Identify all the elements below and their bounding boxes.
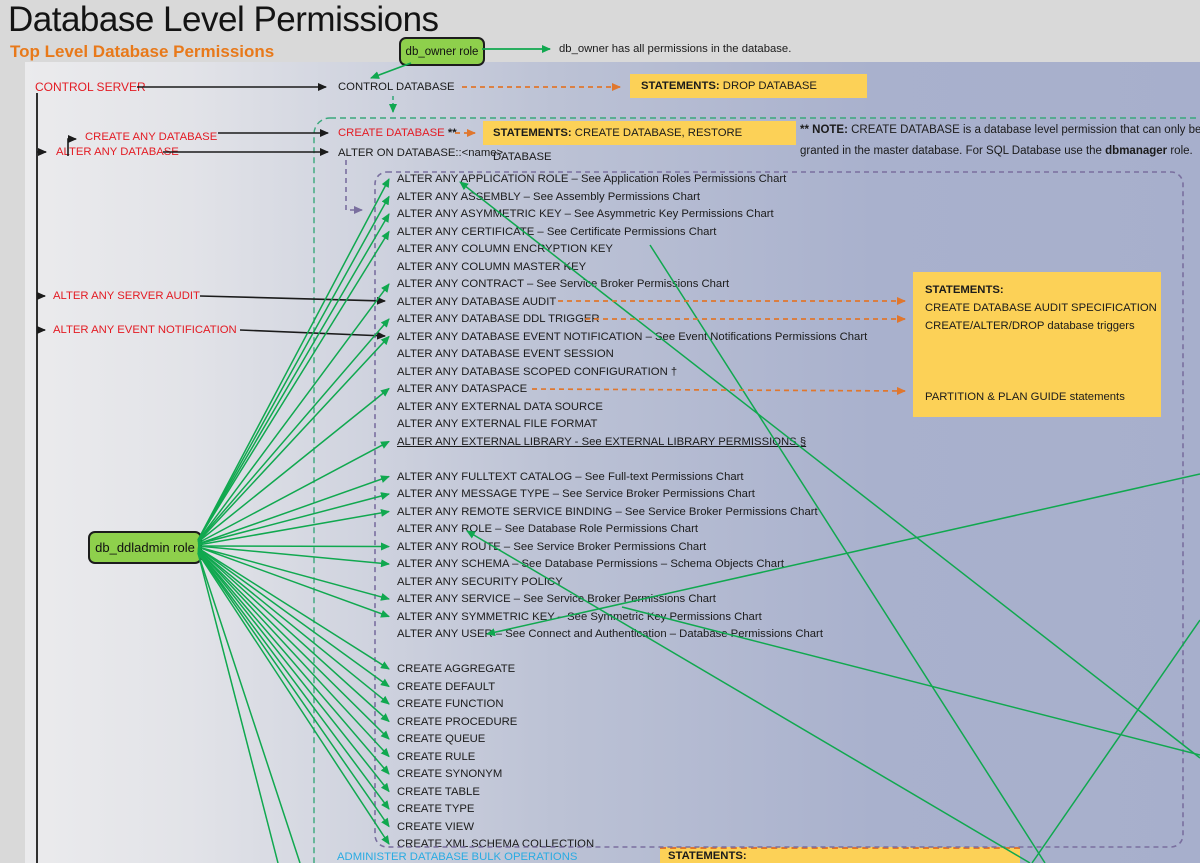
statements-heading: STATEMENTS:: [925, 284, 1004, 296]
permission-list-item: ALTER ANY SERVICE – See Service Broker P…: [397, 593, 716, 605]
node-create-any-database: CREATE ANY DATABASE: [85, 131, 218, 143]
node-alter-on-database: ALTER ON DATABASE::<name>: [338, 147, 504, 159]
create-database-note-marker: **: [447, 127, 457, 139]
statements-text: DROP DATABASE: [722, 80, 817, 92]
db-owner-role-box: db_owner role: [399, 37, 485, 66]
db-ddladmin-role-box: db_ddladmin role: [88, 531, 202, 564]
database-permission-list: ALTER ANY APPLICATION ROLE – See Applica…: [397, 171, 867, 854]
list-spacer: [397, 451, 867, 469]
permission-list-item: ALTER ANY DATABASE EVENT SESSION: [397, 348, 614, 360]
permission-list-item: ALTER ANY REMOTE SERVICE BINDING – See S…: [397, 505, 818, 518]
permission-list-item: ALTER ANY ASSEMBLY – See Assembly Permis…: [397, 190, 701, 203]
statements-line: CREATE DATABASE AUDIT SPECIFICATION: [925, 302, 1157, 314]
section-heading: Top Level Database Permissions: [10, 42, 275, 61]
permission-list-item: CREATE SYNONYM: [397, 768, 503, 780]
permission-list-item: ALTER ANY CERTIFICATE – See Certificate …: [397, 225, 717, 238]
permission-list-item: ALTER ANY EXTERNAL DATA SOURCE: [397, 400, 603, 413]
permission-list-item: ALTER ANY SECURITY POLICY: [397, 575, 563, 588]
permission-list-item: CREATE PROCEDURE: [397, 715, 518, 728]
permission-list-item: ALTER ANY CONTRACT – See Service Broker …: [397, 278, 730, 290]
permission-list-item: ALTER ANY MESSAGE TYPE – See Service Bro…: [397, 488, 755, 500]
permission-list-item: ALTER ANY USER – See Connect and Authent…: [397, 628, 823, 640]
permission-list-item: ALTER ANY ROLE – See Database Role Permi…: [397, 523, 698, 535]
permission-list-item: CREATE DEFAULT: [397, 680, 496, 693]
note-suffix: role.: [1167, 145, 1193, 157]
note-dbmanager: dbmanager: [1105, 145, 1168, 157]
permission-list-item: CREATE TYPE: [397, 803, 475, 815]
permission-list-item: CREATE QUEUE: [397, 733, 486, 745]
statements-box-create-database: STATEMENTS: CREATE DATABASE, RESTORE DAT…: [483, 121, 796, 163]
permission-list-item: ALTER ANY EXTERNAL FILE FORMAT: [397, 418, 598, 430]
statements-box-audit-triggers: STATEMENTS: CREATE DATABASE AUDIT SPECIF…: [913, 272, 1161, 417]
permission-list-item: CREATE RULE: [397, 750, 476, 763]
node-alter-any-event-notification: ALTER ANY EVENT NOTIFICATION: [53, 324, 237, 336]
permission-list-item: ALTER ANY DATABASE EVENT NOTIFICATION – …: [397, 330, 868, 343]
permission-list-item: CREATE AGGREGATE: [397, 663, 516, 675]
statements-line: PARTITION & PLAN GUIDE statements: [925, 391, 1125, 403]
list-spacer: [397, 644, 867, 662]
permission-list-item: ALTER ANY DATABASE AUDIT: [397, 295, 557, 308]
permission-list-item: ALTER ANY DATABASE DDL TRIGGER: [397, 313, 600, 325]
note-prefix: ** NOTE:: [800, 124, 848, 136]
permission-list-item: ALTER ANY SCHEMA – See Database Permissi…: [397, 558, 784, 570]
node-alter-any-server-audit: ALTER ANY SERVER AUDIT: [53, 290, 200, 302]
permission-list-item: ALTER ANY DATABASE SCOPED CONFIGURATION …: [397, 365, 678, 378]
permission-list-item: CREATE FUNCTION: [397, 698, 504, 710]
db-ddladmin-role-label: db_ddladmin role: [95, 540, 195, 555]
db-owner-role-label: db_owner role: [405, 45, 479, 58]
statements-heading: STATEMENTS:: [493, 127, 572, 139]
permission-list-item: CREATE XML SCHEMA COLLECTION: [397, 838, 595, 850]
statements-box-drop-database: STATEMENTS: DROP DATABASE: [630, 74, 867, 98]
node-alter-any-database: ALTER ANY DATABASE: [56, 146, 179, 158]
permission-list-item: ALTER ANY SYMMETRIC KEY – See Symmetric …: [397, 610, 762, 623]
db-owner-annotation: db_owner has all permissions in the data…: [559, 43, 792, 55]
permission-list-item: ALTER ANY COLUMN ENCRYPTION KEY: [397, 243, 613, 255]
node-control-database: CONTROL DATABASE: [338, 81, 455, 93]
statements-line: CREATE/ALTER/DROP database triggers: [925, 320, 1135, 332]
node-control-server: CONTROL SERVER: [35, 80, 146, 94]
create-database-note: ** NOTE: CREATE DATABASE is a database l…: [800, 120, 1200, 162]
permission-list-item: ALTER ANY ASYMMETRIC KEY – See Asymmetri…: [397, 208, 774, 220]
node-create-database: CREATE DATABASE **: [338, 127, 457, 139]
statements-heading: STATEMENTS:: [641, 80, 720, 92]
permission-list-item: ALTER ANY APPLICATION ROLE – See Applica…: [397, 173, 787, 185]
permission-list-item: ALTER ANY EXTERNAL LIBRARY - See EXTERNA…: [397, 435, 807, 448]
create-database-label: CREATE DATABASE: [338, 127, 445, 139]
permission-list-item: CREATE VIEW: [397, 820, 474, 833]
permission-list-item: ALTER ANY DATASPACE: [397, 383, 528, 395]
permission-list-item: ALTER ANY ROUTE – See Service Broker Per…: [397, 540, 707, 553]
permission-list-item: ALTER ANY FULLTEXT CATALOG – See Full-te…: [397, 470, 744, 483]
permission-list-item: ALTER ANY COLUMN MASTER KEY: [397, 260, 587, 273]
permission-list-item: CREATE TABLE: [397, 785, 480, 798]
page-title: Database Level Permissions: [8, 0, 439, 39]
